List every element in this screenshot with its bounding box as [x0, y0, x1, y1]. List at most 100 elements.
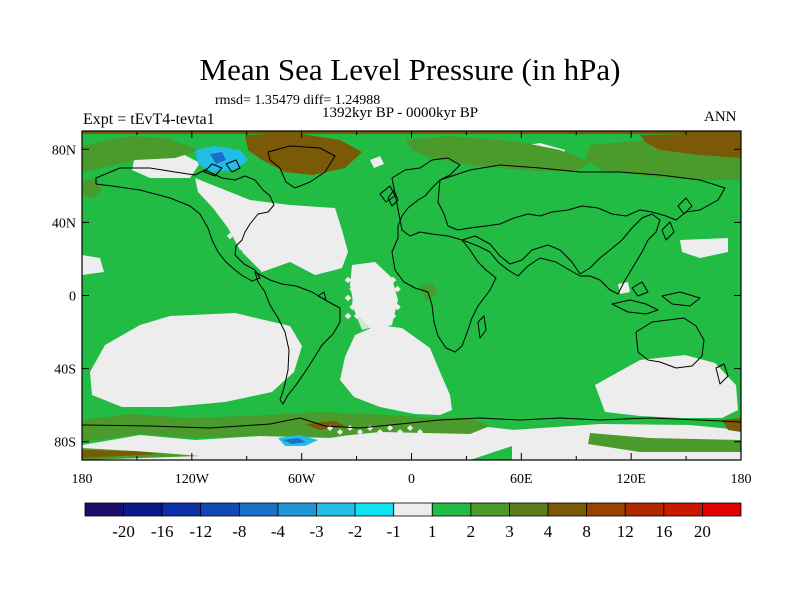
- speckle-dot: [353, 294, 361, 302]
- speckle-dot: [357, 429, 363, 435]
- latitude-label: 0: [69, 290, 76, 305]
- negative-regions: [195, 146, 318, 446]
- colorbar-swatch: [586, 502, 626, 517]
- coastlines: [82, 145, 741, 429]
- speckle-dot: [344, 276, 352, 284]
- colorbar-swatch: [663, 502, 703, 517]
- colorbar-swatch: [431, 502, 472, 517]
- colorbar-swatch: [393, 502, 433, 517]
- speckle-dot: [707, 243, 713, 249]
- colorbar-label: -16: [151, 522, 174, 541]
- speckle-dots: [226, 232, 721, 435]
- speckle-dot: [380, 294, 388, 302]
- colorbar-swatch: [702, 502, 742, 517]
- speckle-dot: [253, 232, 261, 240]
- speckle-dot: [371, 312, 379, 320]
- colorbar-swatch: [316, 502, 356, 517]
- colorbar-label: 2: [467, 522, 476, 541]
- colorbar-label: 8: [582, 522, 591, 541]
- experiment-label: Expt = tEvT4-tevta1: [83, 111, 215, 128]
- axis-ticks: [81, 131, 742, 460]
- speckle-dot: [385, 285, 392, 293]
- colorbar-label: 12: [617, 522, 634, 541]
- colorbar-label: -4: [271, 522, 286, 541]
- speckle-dot: [385, 303, 392, 311]
- colorbar-label: 3: [505, 522, 514, 541]
- speckle-dot: [380, 312, 388, 320]
- speckle-dot: [394, 285, 401, 293]
- colorbar-label: 4: [544, 522, 553, 541]
- colorbar-label: 16: [655, 522, 672, 541]
- speckle-dot: [358, 303, 365, 311]
- speckle-dot: [371, 276, 379, 284]
- latitude-label: 80N: [52, 143, 76, 158]
- colorbar-swatch: [123, 502, 163, 517]
- longitude-label: 120W: [175, 472, 210, 487]
- colorbar-label: -3: [309, 522, 323, 541]
- speckle-dot: [362, 312, 370, 320]
- speckle-dot: [344, 294, 352, 302]
- longitude-label: 180: [72, 472, 93, 487]
- speckle-dot: [226, 232, 234, 240]
- speckle-dot: [715, 243, 721, 249]
- colorbar-label: -12: [189, 522, 212, 541]
- speckle-dot: [235, 232, 243, 240]
- latitude-label: 80S: [54, 436, 76, 451]
- longitude-label: 60E: [510, 472, 533, 487]
- speckle-dot: [691, 243, 697, 249]
- colorbar-swatch: [277, 502, 317, 517]
- latitude-label: 40N: [52, 216, 76, 231]
- latitude-labels: 80N 40N 0 40S 80S: [52, 143, 76, 450]
- speckle-dot: [699, 243, 705, 249]
- colorbar-label: -1: [387, 522, 401, 541]
- speckle-dot: [349, 303, 356, 311]
- rmsd-diff-stats: rmsd= 1.35479 diff= 1.24988: [215, 93, 381, 108]
- colorbar-swatch: [509, 502, 549, 517]
- longitude-label: 60W: [288, 472, 316, 487]
- speckle-dot: [337, 429, 343, 435]
- speckle-dot: [353, 312, 361, 320]
- colorbar-swatch: [547, 502, 588, 517]
- colorbar-swatch: [354, 502, 395, 517]
- speckle-dot: [362, 276, 370, 284]
- speckle-dot: [397, 429, 403, 435]
- speckle-dot: [380, 276, 388, 284]
- longitude-label: 180: [731, 472, 752, 487]
- time-period: 1392kyr BP - 0000kyr BP: [322, 105, 479, 121]
- speckle-dot: [683, 243, 689, 249]
- speckle-dot: [367, 285, 374, 293]
- speckle-dot: [362, 294, 370, 302]
- colorbar-swatch: [470, 502, 510, 517]
- speckle-dot: [407, 425, 413, 431]
- latitude-label: 40S: [54, 363, 76, 378]
- longitude-label: 120E: [616, 472, 646, 487]
- speckle-dot: [394, 303, 401, 311]
- speckle-dot: [353, 276, 361, 284]
- speckle-dot: [371, 294, 379, 302]
- colorbar-label: 20: [694, 522, 711, 541]
- speckle-dot: [347, 425, 353, 431]
- colorbar-label: -20: [112, 522, 135, 541]
- speckle-dot: [344, 312, 352, 320]
- colorbar-label: -8: [232, 522, 246, 541]
- colorbar-label: -2: [348, 522, 362, 541]
- speckle-dot: [389, 276, 397, 284]
- speckle-dot: [358, 285, 365, 293]
- colorbar-swatch: [624, 502, 665, 517]
- colorbar-swatch: [238, 502, 279, 517]
- speckle-dot: [367, 303, 374, 311]
- longitude-labels: 180 120W 60W 0 60E 120E 180: [72, 472, 752, 487]
- speckle-dot: [377, 429, 383, 435]
- speckle-dot: [349, 285, 356, 293]
- speckle-dot: [376, 285, 383, 293]
- colorbar-label: 1: [428, 522, 437, 541]
- longitude-label: 0: [408, 472, 415, 487]
- speckle-dot: [389, 294, 397, 302]
- colorbar-swatch: [161, 502, 202, 517]
- map-field: [82, 131, 741, 460]
- colorbar-swatch: [200, 502, 240, 517]
- season-label: ANN: [704, 109, 737, 125]
- speckle-dot: [417, 429, 423, 435]
- speckle-dot: [389, 312, 397, 320]
